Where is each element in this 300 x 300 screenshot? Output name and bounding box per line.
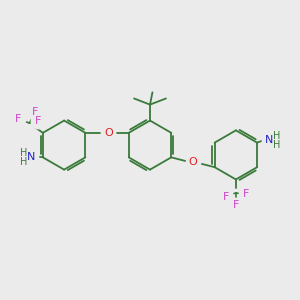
Text: O: O [189, 157, 197, 167]
Text: N: N [26, 152, 35, 162]
Text: F: F [233, 200, 239, 210]
Text: H: H [273, 140, 280, 150]
Text: O: O [104, 128, 113, 138]
Text: F: F [223, 192, 229, 202]
Text: H: H [20, 157, 28, 167]
Text: H: H [20, 148, 28, 158]
Text: H: H [273, 131, 280, 141]
Text: F: F [15, 114, 22, 124]
Text: F: F [32, 107, 38, 117]
Text: F: F [35, 116, 41, 126]
Text: F: F [242, 189, 249, 199]
Text: N: N [265, 135, 274, 145]
